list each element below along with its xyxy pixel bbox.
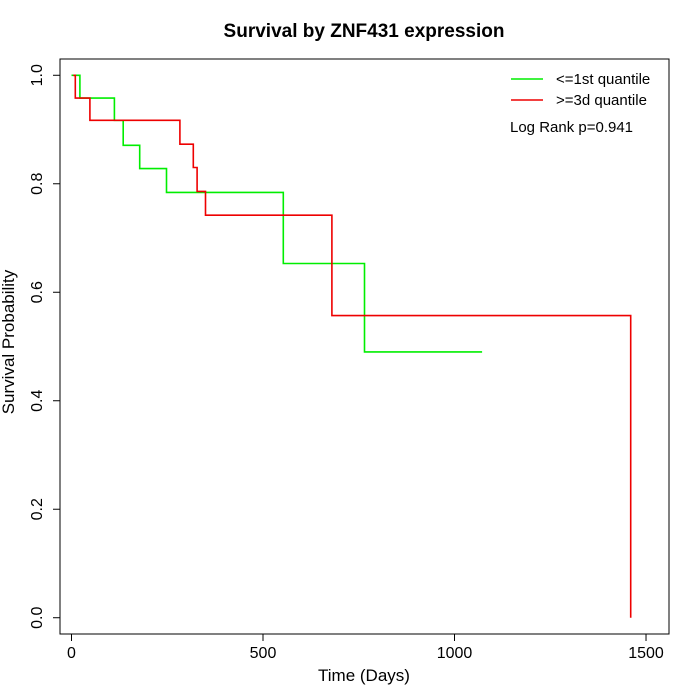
- y-axis: 0.0 0.2 0.4 0.6 0.8 1.0: [29, 64, 60, 629]
- y-tick-label: 1.0: [29, 64, 46, 86]
- x-tick-label: 1000: [437, 645, 473, 662]
- y-tick-label: 0.4: [29, 390, 46, 412]
- log-rank-annotation: Log Rank p=0.941: [510, 119, 633, 136]
- survival-curves: [71, 74, 632, 618]
- survival-curve-2: [73, 74, 632, 618]
- y-tick-label: 0.8: [29, 173, 46, 195]
- x-tick-label: 0: [67, 645, 76, 662]
- x-tick-label: 1500: [628, 645, 664, 662]
- legend: <=1st quantile >=3d quantile: [511, 71, 650, 109]
- x-axis: 0 500 1000 1500: [67, 633, 664, 662]
- x-axis-label: Time (Days): [318, 666, 410, 685]
- y-axis-label: Survival Probability: [0, 269, 18, 414]
- chart-title: Survival by ZNF431 expression: [224, 21, 505, 42]
- legend-label-1: <=1st quantile: [556, 71, 650, 88]
- y-tick-label: 0.2: [29, 498, 46, 520]
- y-tick-label: 0.6: [29, 281, 46, 303]
- y-tick-label: 0.0: [29, 607, 46, 629]
- x-tick-label: 500: [250, 645, 277, 662]
- survival-curve-1: [71, 74, 483, 353]
- legend-label-2: >=3d quantile: [556, 92, 647, 109]
